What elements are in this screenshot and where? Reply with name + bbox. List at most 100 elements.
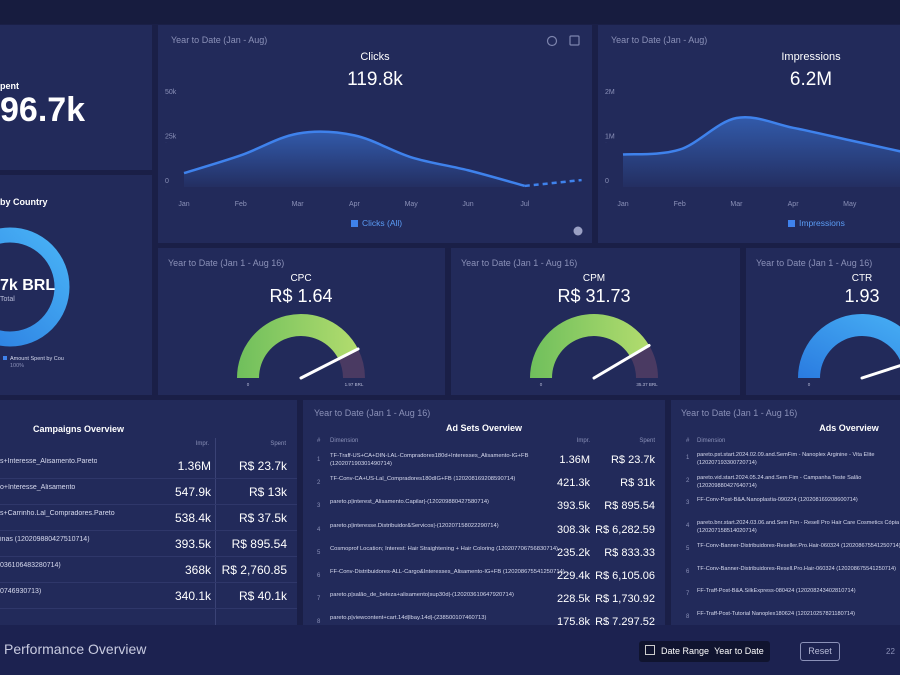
cell-spent: R$ 13k <box>248 485 287 499</box>
kpi-value: 119.8k <box>347 69 403 90</box>
cell-name: pareto.vid.start.2024.05.24.and.Sem Fim … <box>697 474 862 489</box>
cell-impr: 1.36M <box>559 454 590 466</box>
top-bar <box>0 0 900 24</box>
cell-index: 5 <box>317 549 321 556</box>
panel-title: Campaigns Overview <box>32 424 125 434</box>
cell-spent: R$ 37.5k <box>238 511 287 525</box>
footer: Performance Overview Date Range Year to … <box>0 625 900 675</box>
row-divider <box>0 504 297 505</box>
date-range-button[interactable]: Date Range Year to Date <box>639 641 770 662</box>
cell-index: 2 <box>317 480 321 487</box>
panel-title: Impressions <box>781 51 841 63</box>
clicks-panel: Year to Date (Jan - Aug) Clicks 119.8k C… <box>158 25 592 243</box>
panel-title: by Country <box>0 197 48 207</box>
row-divider <box>0 478 297 479</box>
cell-index: 1 <box>317 457 321 463</box>
legend-pct: 100% <box>10 363 25 369</box>
cell-name: s+Carrinho.Lal_Compradores.Pareto <box>0 510 115 517</box>
cell-spent: R$ 2,760.85 <box>221 563 287 577</box>
cell-name: s+Interesse_Alisamento.Pareto <box>0 458 98 465</box>
kpi-value: 96.7k <box>0 91 86 129</box>
cell-index: 1 <box>686 455 690 461</box>
cell-impr: 538.4k <box>174 511 211 525</box>
cell-name: TF-Conv-Banner-Distribuidores-Resell.Pro… <box>697 565 896 572</box>
column-header: # <box>317 438 321 444</box>
cell-spent: R$ 23.7k <box>610 454 655 466</box>
cell-spent: R$ 1,730.92 <box>595 593 655 606</box>
legend-item: Amount Spent by Cou <box>3 356 64 362</box>
column-header: # <box>686 438 690 444</box>
cell-impr: 1.36M <box>177 459 211 473</box>
cell-name: 036106483280714) <box>0 562 61 569</box>
cell-impr: 547.9k <box>174 485 211 499</box>
panel-title: Ad Sets Overview <box>445 423 523 433</box>
cell-impr: 421.3k <box>556 477 590 490</box>
cell-index: 6 <box>686 568 690 575</box>
cell-spent: R$ 6,282.59 <box>595 523 655 536</box>
cell-spent: R$ 895.54 <box>231 537 287 551</box>
gauge-panel <box>158 248 445 395</box>
cell-name: pareto.pst.start.2024.02.09.and.SemFim -… <box>697 452 875 466</box>
column-header: Spent <box>270 441 286 447</box>
cell-impr: 228.5k <box>556 593 590 606</box>
impressions-panel: Year to Date (Jan - Aug) Impressions 6.2… <box>598 25 900 243</box>
cell-name: pareto.p|interesse.Distribuidor&Servicos… <box>330 522 499 529</box>
date-label: Date Range <box>661 646 710 656</box>
gauge-panel <box>746 248 900 395</box>
cell-name: FF-Conv-Post-B&A.Nanoplastia-090224 (120… <box>697 497 858 504</box>
cell-index: 5 <box>686 545 690 552</box>
kpi-label: pent <box>0 81 19 91</box>
cell-impr: 340.1k <box>174 589 211 603</box>
cell-impr: 368k <box>184 563 211 577</box>
legend-label: Clicks (All) <box>362 218 403 228</box>
cell-impr: 308.3k <box>556 523 590 536</box>
cell-index: 3 <box>686 500 690 507</box>
cell-spent: R$ 895.54 <box>604 500 655 513</box>
legend-label: Amount Spent by Cou <box>10 356 64 362</box>
reset-button[interactable]: Reset <box>800 642 840 661</box>
cell-name: FF-Traff-Post-Tutorial Nanoplex180624 (1… <box>697 610 855 617</box>
cell-name: TF-Conv-Banner-Distribuidores-Reseller.P… <box>697 542 900 549</box>
column-header: Dimension <box>697 438 726 444</box>
cell-impr: 175.8k <box>556 616 590 625</box>
cell-name: TF-Conv-CA+US-Lal_Compradores180dIG+FB (… <box>330 476 516 483</box>
row-divider <box>0 556 297 557</box>
kpi-value: 6.2M <box>789 69 833 90</box>
ads-panel: Year to Date (Jan 1 - Aug 16) Ads Overvie… <box>671 400 900 625</box>
period: Year to Date (Jan - Aug) <box>171 35 268 45</box>
legend-item[interactable]: Clicks (All) <box>351 218 402 228</box>
cell-name: pareto.p|interest_Alisamento.Capilar|-(1… <box>330 499 489 506</box>
row-divider <box>0 608 297 609</box>
column-header: Dimension <box>330 438 359 444</box>
legend-item[interactable]: Impressions <box>788 218 845 228</box>
panel-title: Ads Overview <box>819 423 879 433</box>
cell-spent: R$ 7,297.52 <box>595 616 655 625</box>
cell-name: FF-Conv-Distribuidores-ALL-Cargo&Interes… <box>330 569 565 575</box>
cell-name: FF-Traff-Post-B&A.SilkExpress-080424 (12… <box>697 588 856 595</box>
period: Year to Date (Jan 1 - Aug 16) <box>314 408 431 418</box>
period: Year to Date (Jan - Aug) <box>611 35 708 45</box>
cell-name: o+Interesse_Alisamento <box>0 484 76 491</box>
cell-index: 2 <box>686 477 690 484</box>
column-header: Impr. <box>576 438 590 444</box>
cell-index: 7 <box>686 591 690 598</box>
legend-label: Impressions <box>799 218 845 228</box>
cell-index: 4 <box>686 523 690 530</box>
cell-spent: R$ 833.33 <box>604 546 655 559</box>
cell-index: 8 <box>686 613 690 620</box>
cell-index: 4 <box>317 526 321 533</box>
cell-impr: 229.4k <box>556 570 590 582</box>
panel-title: Clicks <box>360 51 390 63</box>
cell-name: pareto.p|viewcontent+cart.14d|lbay.14d|-… <box>330 615 487 622</box>
cell-name: 0746930713) <box>0 588 42 595</box>
donut-value: 7k BRL <box>0 277 56 294</box>
cell-spent: R$ 6,105.06 <box>595 570 655 582</box>
cell-spent: R$ 31k <box>620 477 655 490</box>
column-header: Spent <box>639 438 655 444</box>
row-divider <box>0 582 297 583</box>
cell-name: TF-Traff-US+CA+DIN-LAL-Compradores180d+I… <box>330 453 529 467</box>
cell-spent: R$ 23.7k <box>238 459 287 473</box>
cell-index: 7 <box>317 596 321 603</box>
cell-spent: R$ 40.1k <box>238 589 287 603</box>
